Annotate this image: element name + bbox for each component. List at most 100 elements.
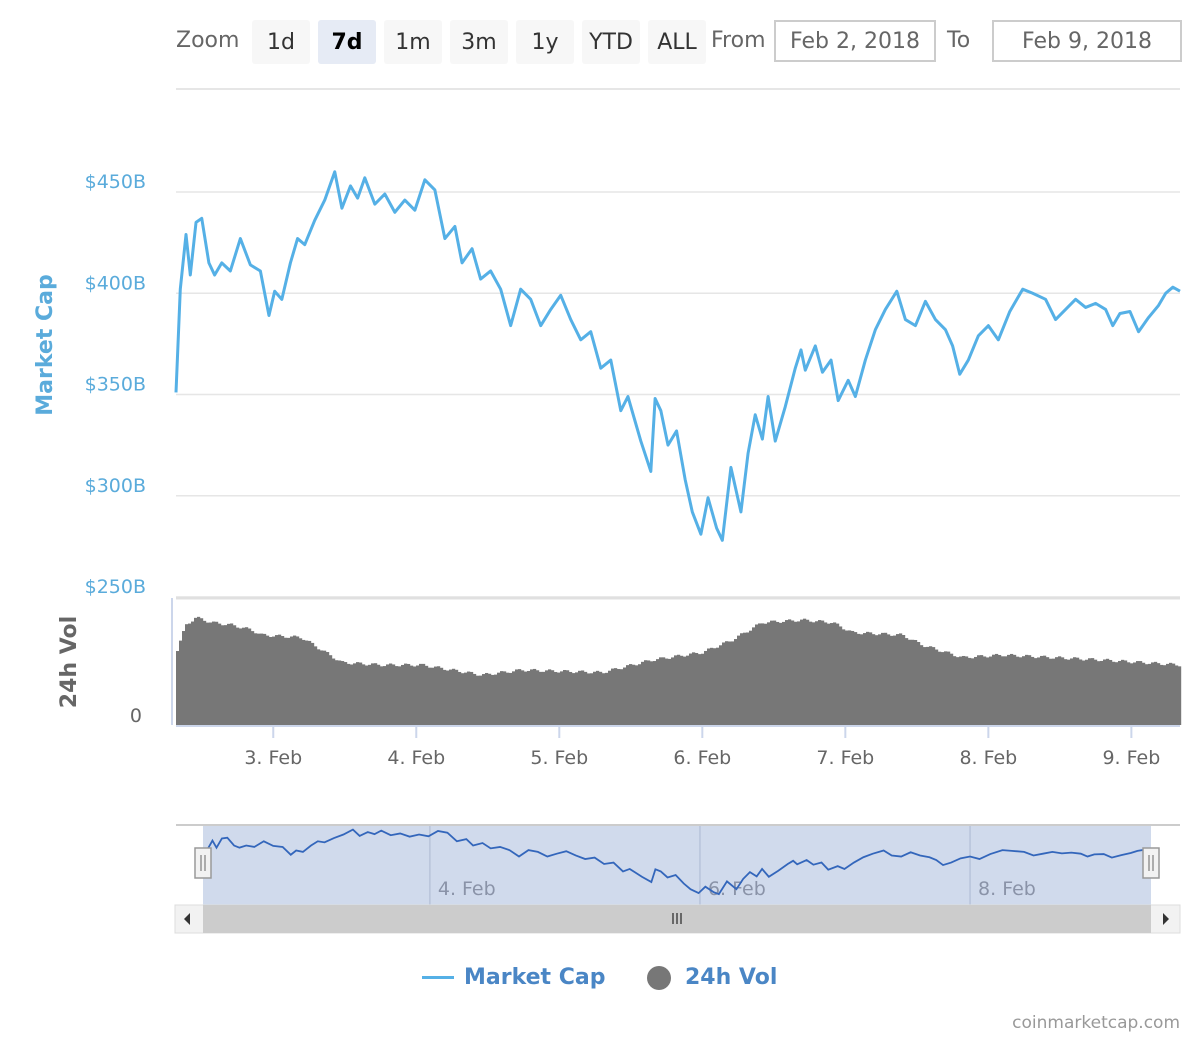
volume-bar <box>767 622 771 725</box>
volume-bar <box>1112 661 1116 725</box>
volume-bar <box>1091 658 1095 725</box>
volume-bar <box>1070 658 1074 725</box>
volume-bar <box>695 652 699 725</box>
volume-bar <box>683 656 687 725</box>
navigator-handle-left[interactable] <box>194 847 212 879</box>
volume-bar <box>335 660 339 725</box>
volume-bar <box>1103 659 1107 725</box>
credit-link[interactable]: coinmarketcap.com <box>1012 1013 1180 1033</box>
volume-bar <box>938 651 942 725</box>
volume-bar <box>479 675 483 725</box>
volume-bar <box>908 639 912 725</box>
to-date-input[interactable]: Feb 9, 2018 <box>992 20 1182 62</box>
legend-item-24h-vol[interactable]: 24h Vol <box>647 965 777 990</box>
volume-bar <box>791 620 795 725</box>
market-cap-line <box>174 170 1181 542</box>
volume-bar <box>1169 662 1173 725</box>
x-tick-label: 5. Feb <box>530 747 588 769</box>
volume-bar <box>725 641 729 725</box>
volume-axis-title: 24h Vol <box>57 616 82 708</box>
volume-bar <box>974 656 978 725</box>
volume-bar <box>602 673 606 725</box>
volume-bar <box>998 654 1002 725</box>
volume-bar <box>740 633 744 725</box>
volume-bar <box>581 670 585 725</box>
navigator-handle-right[interactable] <box>1142 847 1160 879</box>
volume-bar <box>851 630 855 725</box>
volume-bar <box>338 660 342 725</box>
range-button-1m[interactable]: 1m <box>384 20 442 64</box>
volume-bar <box>992 654 996 725</box>
volume-bar <box>518 669 522 725</box>
from-date-input[interactable]: Feb 2, 2018 <box>774 20 936 62</box>
legend-item-market-cap[interactable]: Market Cap <box>422 965 605 990</box>
scroll-left-arrow-icon[interactable] <box>184 913 190 925</box>
volume-bar <box>392 664 396 725</box>
volume-bar <box>881 632 885 725</box>
volume-bar <box>488 673 492 725</box>
volume-bar <box>671 657 675 725</box>
volume-bar <box>1133 662 1137 725</box>
volume-bar <box>473 673 477 725</box>
volume-bar <box>728 641 732 725</box>
volume-bar <box>1022 656 1026 725</box>
volume-bar <box>476 675 480 725</box>
volume-bar <box>446 670 450 725</box>
volume-bar <box>341 661 345 725</box>
x-tick-label: 4. Feb <box>387 747 445 769</box>
volume-bar <box>1100 660 1104 725</box>
range-button-all[interactable]: ALL <box>648 20 706 64</box>
volume-bar <box>452 668 456 725</box>
navigator-selected-range <box>203 826 1151 905</box>
volume-bar <box>212 621 216 725</box>
range-button-1d[interactable]: 1d <box>252 20 310 64</box>
volume-bar <box>1037 657 1041 725</box>
volume-bar <box>842 629 846 725</box>
scroll-right-arrow-icon[interactable] <box>1163 913 1169 925</box>
range-button-1y[interactable]: 1y <box>516 20 574 64</box>
line-legend-icon <box>422 976 454 979</box>
volume-bar <box>584 671 588 725</box>
volume-bar <box>659 657 663 725</box>
volume-bar <box>548 669 552 725</box>
volume-bar <box>1016 656 1020 725</box>
volume-bar <box>983 656 987 725</box>
range-button-3m[interactable]: 3m <box>450 20 508 64</box>
volume-bar <box>614 668 618 725</box>
volume-bar <box>761 623 765 725</box>
volume-bar <box>332 658 336 725</box>
volume-bar <box>794 621 798 725</box>
volume-bar <box>1148 663 1152 725</box>
volume-bar <box>668 658 672 725</box>
volume-bar <box>620 669 624 725</box>
volume-bar <box>821 620 825 725</box>
volume-bar <box>578 670 582 725</box>
handle-body <box>194 847 212 879</box>
range-button-ytd[interactable]: YTD <box>582 20 640 64</box>
zoom-label: Zoom <box>176 28 240 53</box>
volume-bar <box>647 660 651 725</box>
volume-bar <box>494 674 498 725</box>
volume-bar <box>722 642 726 725</box>
volume-bar <box>374 663 378 725</box>
y-tick-label: $350B <box>85 374 146 396</box>
range-button-7d[interactable]: 7d <box>318 20 376 64</box>
volume-bar <box>1154 661 1158 725</box>
volume-bar <box>686 655 690 725</box>
volume-bar <box>833 622 837 725</box>
volume-bar <box>1115 662 1119 725</box>
volume-bar <box>788 619 792 725</box>
volume-bar <box>1025 654 1029 725</box>
volume-bar <box>926 646 930 725</box>
volume-bar <box>227 623 231 725</box>
volume-bar <box>419 663 423 725</box>
volume-bar <box>806 619 810 725</box>
volume-bar <box>311 642 315 725</box>
navigator-tick-label: 4. Feb <box>438 878 496 900</box>
volume-bar <box>809 621 813 725</box>
volume-bar <box>1019 657 1023 725</box>
volume-bar <box>1172 663 1176 725</box>
volume-bar <box>278 634 282 725</box>
volume-bar <box>776 621 780 725</box>
